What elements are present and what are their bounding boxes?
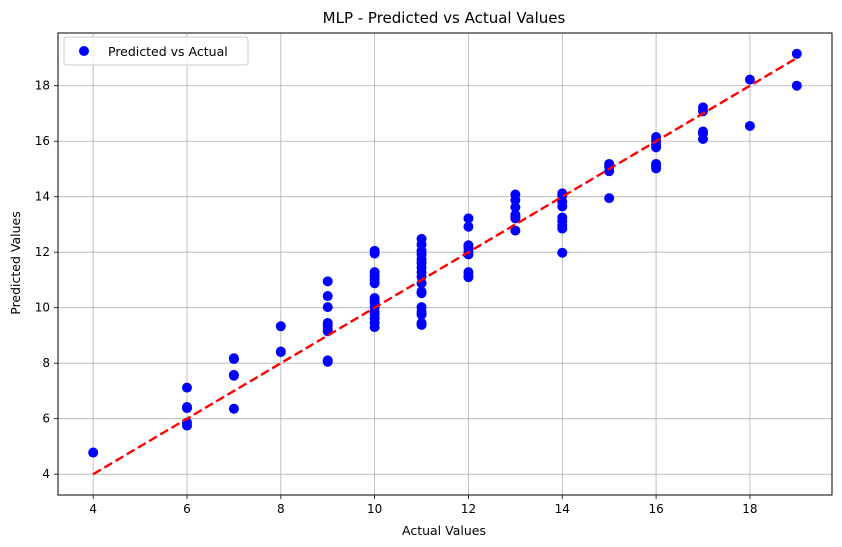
x-tick-label: 8: [277, 502, 285, 516]
y-tick-label: 16: [35, 134, 50, 148]
y-tick-label: 18: [35, 79, 50, 93]
legend-box: [63, 36, 249, 66]
x-tick-label: 4: [89, 502, 97, 516]
chart-title: MLP - Predicted vs Actual Values: [323, 9, 566, 27]
y-tick-label: 4: [42, 467, 50, 481]
data-point: [510, 195, 521, 206]
data-point: [463, 213, 474, 224]
data-point: [651, 163, 662, 174]
y-tick-label: 14: [35, 190, 50, 204]
data-point: [416, 319, 427, 330]
data-point: [510, 213, 521, 224]
reference-line: [92, 56, 798, 476]
x-tick-label: 10: [367, 502, 382, 516]
data-point: [322, 356, 333, 367]
legend-marker: [79, 46, 89, 56]
data-point: [416, 288, 427, 299]
x-axis-ticks: 4 6 8 10 12 14 16 18: [89, 495, 758, 516]
data-point: [557, 201, 568, 212]
y-tick-label: 6: [42, 412, 50, 426]
data-point: [791, 80, 802, 91]
data-point: [744, 120, 755, 131]
data-point: [604, 193, 615, 204]
data-point: [463, 221, 474, 232]
data-point: [369, 322, 380, 333]
data-point: [369, 278, 380, 289]
x-tick-label: 16: [648, 502, 663, 516]
data-point: [651, 142, 662, 153]
data-point: [322, 302, 333, 313]
x-tick-label: 18: [742, 502, 757, 516]
y-axis-label: Predicted Values: [8, 211, 23, 315]
axes-frame: [57, 32, 833, 496]
data-point: [228, 354, 239, 365]
y-tick-label: 8: [42, 356, 50, 370]
data-point: [182, 403, 192, 414]
data-point: [88, 447, 99, 458]
legend: Predicted vs Actual: [63, 36, 249, 66]
data-point: [698, 133, 708, 144]
data-point: [182, 420, 192, 431]
data-point: [510, 225, 521, 236]
grid-lines: [58, 33, 832, 495]
data-point: [791, 48, 802, 59]
data-point: [744, 74, 755, 85]
y-axis-ticks: 4 6 8 10 12 14 16 18: [35, 79, 58, 481]
data-point: [322, 291, 333, 302]
data-point: [322, 276, 333, 287]
data-point: [510, 202, 521, 213]
data-point: [182, 382, 192, 393]
y-tick-label: 10: [35, 301, 50, 315]
data-point: [275, 321, 286, 332]
y-tick-label: 12: [35, 245, 50, 259]
x-tick-label: 12: [461, 502, 476, 516]
data-point: [557, 223, 568, 234]
data-point: [557, 247, 568, 258]
data-point: [369, 248, 380, 259]
data-point: [322, 326, 333, 337]
data-point: [463, 249, 474, 260]
data-point: [228, 370, 239, 381]
data-point: [463, 272, 474, 283]
legend-label: Predicted vs Actual: [108, 44, 228, 59]
x-axis-label: Actual Values: [402, 523, 486, 538]
data-point: [275, 347, 286, 358]
x-tick-label: 6: [183, 502, 191, 516]
data-point: [416, 309, 427, 320]
data-point: [228, 403, 239, 414]
x-tick-label: 14: [555, 502, 570, 516]
